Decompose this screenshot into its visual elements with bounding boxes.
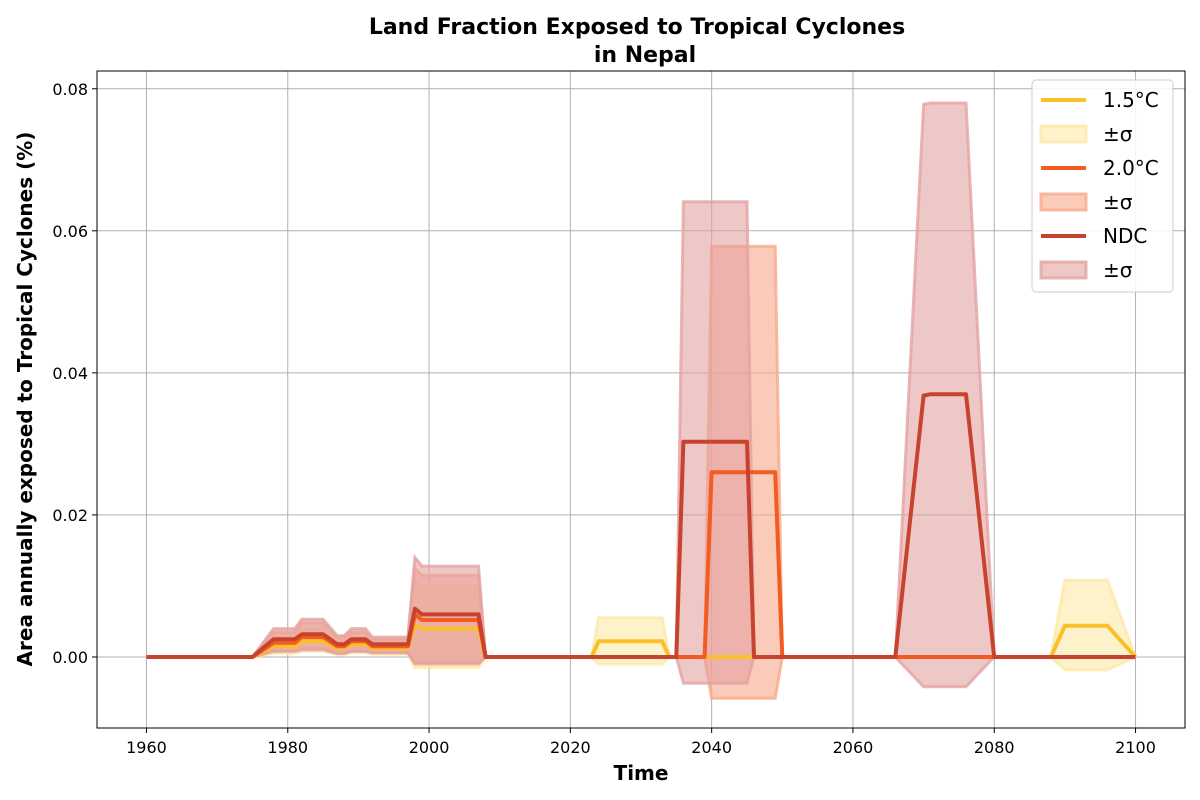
- chart-title-line1: Land Fraction Exposed to Tropical Cyclon…: [369, 15, 905, 40]
- legend-label: 1.5°C: [1103, 88, 1159, 112]
- x-tick-label: 1960: [126, 738, 167, 757]
- y-tick-label: 0.08: [52, 80, 88, 99]
- x-tick-label: 2040: [691, 738, 732, 757]
- legend-band-swatch: [1039, 124, 1088, 144]
- legend-band-swatch: [1039, 192, 1088, 212]
- x-tick-label: 2020: [550, 738, 591, 757]
- legend-band-swatch: [1039, 260, 1088, 280]
- series-lines: [146, 392, 1137, 659]
- y-tick-label: 0.00: [52, 648, 88, 667]
- legend-band-label: ±σ: [1103, 190, 1133, 214]
- x-axis-ticks: 1960 1980 2000 2020 2040 2060 2080 2100: [126, 728, 1156, 757]
- y-axis-label: Area annually exposed to Tropical Cyclon…: [13, 132, 37, 667]
- legend-band-label: ±σ: [1103, 122, 1133, 146]
- x-axis-label: Time: [614, 761, 669, 785]
- series-line-2: [146, 392, 1136, 659]
- x-tick-label: 2100: [1115, 738, 1156, 757]
- x-tick-label: 2080: [974, 738, 1015, 757]
- y-tick-label: 0.04: [52, 364, 88, 383]
- series-line-1: [146, 470, 1136, 659]
- x-tick-label: 2060: [833, 738, 874, 757]
- legend-label: 2.0°C: [1103, 156, 1159, 180]
- y-tick-label: 0.02: [52, 506, 88, 525]
- chart-title-line2: in Nepal: [594, 43, 696, 68]
- legend-label: NDC: [1103, 224, 1147, 248]
- y-tick-label: 0.06: [52, 222, 88, 241]
- x-tick-label: 2000: [409, 738, 450, 757]
- plot-frame: [96, 70, 1186, 729]
- y-axis-ticks: 0.00 0.02 0.04 0.06 0.08: [52, 80, 97, 667]
- x-tick-label: 1980: [267, 738, 308, 757]
- legend: 1.5°C ±σ 2.0°C ±σ NDC ±σ: [1031, 79, 1174, 293]
- legend-band-label: ±σ: [1103, 258, 1133, 282]
